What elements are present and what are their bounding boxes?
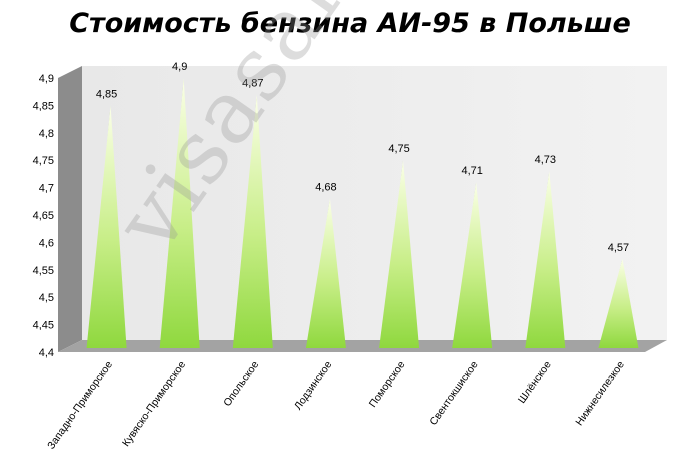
y-tick-label: 4,6 (39, 237, 54, 249)
y-tick-label: 4,85 (33, 100, 54, 112)
bar (232, 94, 273, 348)
y-tick-label: 4,7 (39, 183, 54, 195)
chart-title: Стоимость бензина АИ-95 в Польше (69, 8, 631, 39)
data-label: 4,73 (535, 154, 556, 166)
bar (86, 105, 127, 349)
bar (598, 258, 639, 348)
y-tick-label: 4,55 (33, 265, 54, 277)
data-label: 4,9 (172, 61, 187, 73)
data-label: 4,71 (461, 165, 482, 177)
y-tick-label: 4,8 (39, 128, 54, 140)
bar (305, 198, 346, 348)
bar (452, 182, 493, 348)
bar (525, 171, 566, 348)
x-tick-label: Лодзинское (292, 359, 334, 412)
data-label: 4,57 (608, 242, 629, 254)
bar (159, 78, 200, 348)
x-tick-label: Поморское (367, 359, 408, 410)
y-tick-label: 4,45 (33, 320, 54, 332)
x-tick-label: Западно-Приморское (45, 359, 115, 452)
y-tick-label: 4,9 (39, 73, 54, 85)
side-wall (58, 66, 82, 352)
y-tick-label: 4,75 (33, 155, 54, 167)
x-tick-label: Кувяско-Приморское (120, 359, 188, 449)
data-label: 4,68 (315, 182, 336, 194)
y-tick-label: 4,65 (33, 210, 54, 222)
back-wall (82, 66, 667, 340)
data-label: 4,87 (242, 77, 263, 89)
x-tick-label: Шлёнское (516, 359, 554, 406)
bar (379, 160, 420, 348)
data-label: 4,75 (388, 143, 409, 155)
y-tick-label: 4,4 (39, 347, 54, 359)
x-tick-label: Нижнесилезкое (573, 359, 627, 428)
y-tick-label: 4,5 (39, 292, 54, 304)
floor (58, 340, 667, 352)
x-tick-label: Опольское (221, 359, 261, 409)
data-label: 4,85 (96, 88, 117, 100)
x-tick-label: Свентокшиское (427, 359, 480, 428)
